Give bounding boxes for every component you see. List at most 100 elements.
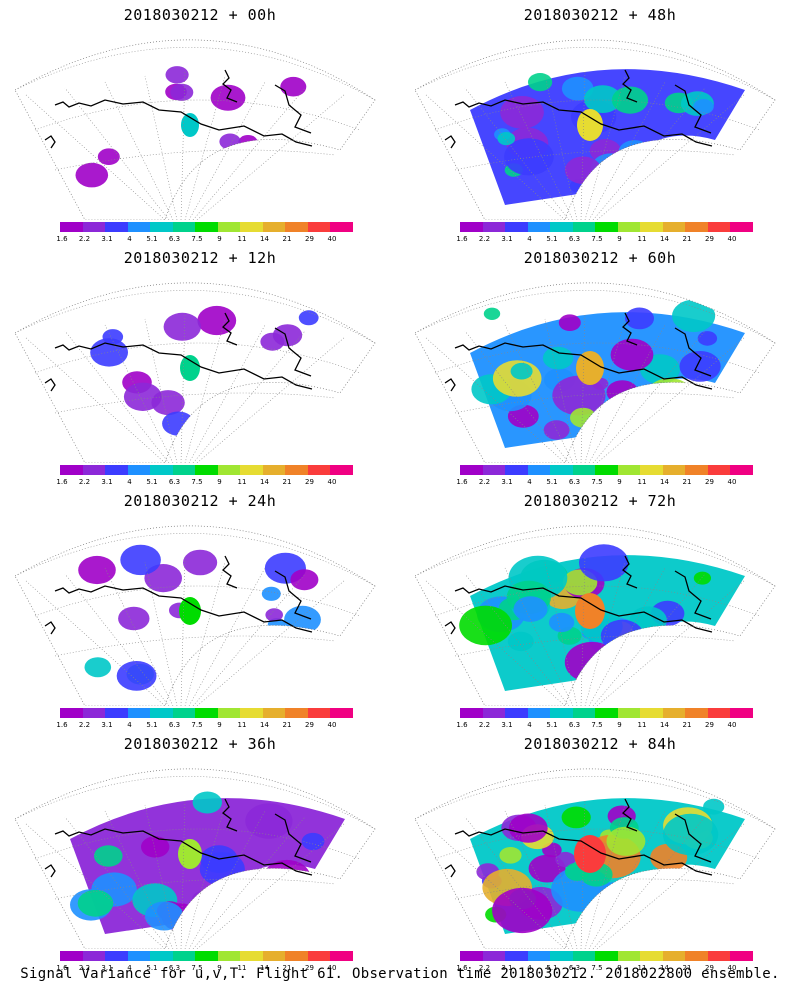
colorbar-swatch	[640, 465, 663, 475]
variance-contour	[555, 851, 576, 868]
colorbar-swatch	[217, 951, 240, 961]
colorbar-swatch	[105, 708, 128, 718]
colorbar-swatch	[550, 222, 573, 232]
colorbar-swatch	[172, 222, 195, 232]
colorbar-swatch	[572, 708, 595, 718]
variance-contour	[183, 549, 218, 576]
colorbar-ticks: 1.6 2.2 3.1 4 5.1 6.3 7.5 9 11 14 21 29 40	[56, 964, 362, 974]
colorbar-swatch	[482, 222, 505, 232]
variance-contour	[97, 148, 120, 165]
colorbar-swatch	[307, 951, 330, 961]
colorbar-tick-label: 29	[705, 964, 714, 972]
colorbar-swatch	[685, 465, 708, 475]
variance-contour	[197, 305, 237, 336]
variance-contour	[596, 881, 637, 912]
variance-maximum	[577, 109, 603, 141]
colorbar-swatch	[482, 708, 505, 718]
colorbar-ticks: 1.6 2.2 3.1 4 5.1 6.3 7.5 9 11 14 21 29 40	[456, 478, 762, 488]
variance-contour	[570, 407, 597, 428]
variance-contour	[298, 310, 319, 326]
colorbar-tick-label: 29	[305, 964, 314, 972]
colorbar-tick-label: 1.6	[56, 964, 68, 972]
colorbar-ticks: 1.6 2.2 3.1 4 5.1 6.3 7.5 9 11 14 21 29 40	[456, 235, 762, 245]
variance-contour	[483, 307, 501, 320]
colorbar-tick-label: 14	[660, 235, 669, 243]
panel-title: 2018030212 + 36h	[123, 735, 277, 753]
colorbar-tick-label: 1.6	[56, 478, 68, 486]
variance-contour	[552, 375, 606, 416]
variance-contour	[693, 99, 714, 115]
colorbar-tick-label: 4	[127, 478, 132, 486]
variance-contour	[564, 156, 602, 185]
colorbar-tick-label: 1.6	[456, 235, 468, 243]
colorbar-tick-label: 2.2	[78, 235, 91, 243]
colorbar-swatch	[330, 222, 353, 232]
colorbar-tick-label: 9	[617, 235, 622, 243]
variance-contour	[637, 401, 691, 441]
variance-contour	[238, 135, 258, 150]
variance-contour	[614, 164, 633, 178]
variance-contour	[144, 901, 184, 931]
graticule	[415, 290, 776, 463]
variance-contour	[651, 144, 689, 173]
colorbar-swatch	[127, 951, 150, 961]
variance-contour	[245, 803, 293, 839]
colorbar-swatch	[60, 951, 83, 961]
colorbar-swatch	[172, 708, 195, 718]
colorbar-swatch	[617, 465, 640, 475]
panel-title: 2018030212 + 72h	[523, 492, 677, 510]
colorbar-tick-label: 7.5	[191, 235, 203, 243]
colorbar-tick-label: 5.1	[546, 235, 558, 243]
colorbar	[60, 708, 362, 720]
colorbar-tick-label: 29	[305, 235, 314, 243]
colorbar-swatch	[685, 708, 708, 718]
colorbar-swatch	[240, 465, 263, 475]
colorbar-tick-label: 14	[660, 964, 669, 972]
colorbar-swatch	[505, 465, 528, 475]
colorbar-tick-label: 40	[727, 235, 737, 243]
colorbar-swatch	[730, 951, 753, 961]
colorbar-swatch	[550, 708, 573, 718]
colorbar-swatch	[595, 465, 618, 475]
colorbar-tick-label: 14	[260, 721, 269, 729]
variance-maximum	[180, 355, 200, 381]
colorbar-swatch	[685, 222, 708, 232]
panel-title: 2018030212 + 60h	[523, 249, 677, 267]
colorbar-swatch	[330, 708, 353, 718]
variance-contour	[116, 661, 157, 691]
colorbar-swatch	[662, 222, 685, 232]
colorbar-tick-label: 7.5	[591, 235, 603, 243]
colorbar-tick-label: 11	[237, 964, 247, 972]
colorbar-tick-label: 2.2	[478, 964, 491, 972]
colorbar-swatch	[662, 708, 685, 718]
colorbar-swatch	[217, 465, 240, 475]
colorbar-swatch	[285, 951, 308, 961]
colorbar-tick-label: 21	[682, 478, 692, 486]
colorbar-tick-label: 1.6	[456, 478, 468, 486]
variance-contour	[662, 655, 698, 682]
colorbar-swatch	[307, 465, 330, 475]
panel-title: 2018030212 + 48h	[523, 6, 677, 24]
colorbar-swatch	[285, 708, 308, 718]
colorbar-swatch	[460, 222, 483, 232]
colorbar	[460, 222, 762, 234]
colorbar-swatch	[640, 222, 663, 232]
colorbar-tick-label: 1.6	[456, 721, 468, 729]
map-domain-outline	[15, 282, 376, 463]
colorbar-ticks: 1.6 2.2 3.1 4 5.1 6.3 7.5 9 11 14 21 29 40	[456, 964, 762, 974]
variance-contour	[697, 331, 718, 346]
colorbar-swatch	[662, 951, 685, 961]
map-domain-outline	[15, 525, 376, 706]
colorbar-swatch	[617, 222, 640, 232]
colorbar-swatch	[527, 708, 550, 718]
colorbar-tick-label: 3.1	[101, 478, 113, 486]
graticule	[415, 776, 776, 949]
colorbar-tick-label: 6.3	[568, 478, 581, 486]
colorbar-swatch	[307, 222, 330, 232]
variance-contour	[513, 596, 548, 622]
variance-contour	[84, 657, 112, 678]
colorbar-tick-label: 7.5	[591, 721, 603, 729]
colorbar-swatch	[262, 708, 285, 718]
variance-contour	[265, 608, 283, 622]
variance-contour	[693, 571, 711, 585]
